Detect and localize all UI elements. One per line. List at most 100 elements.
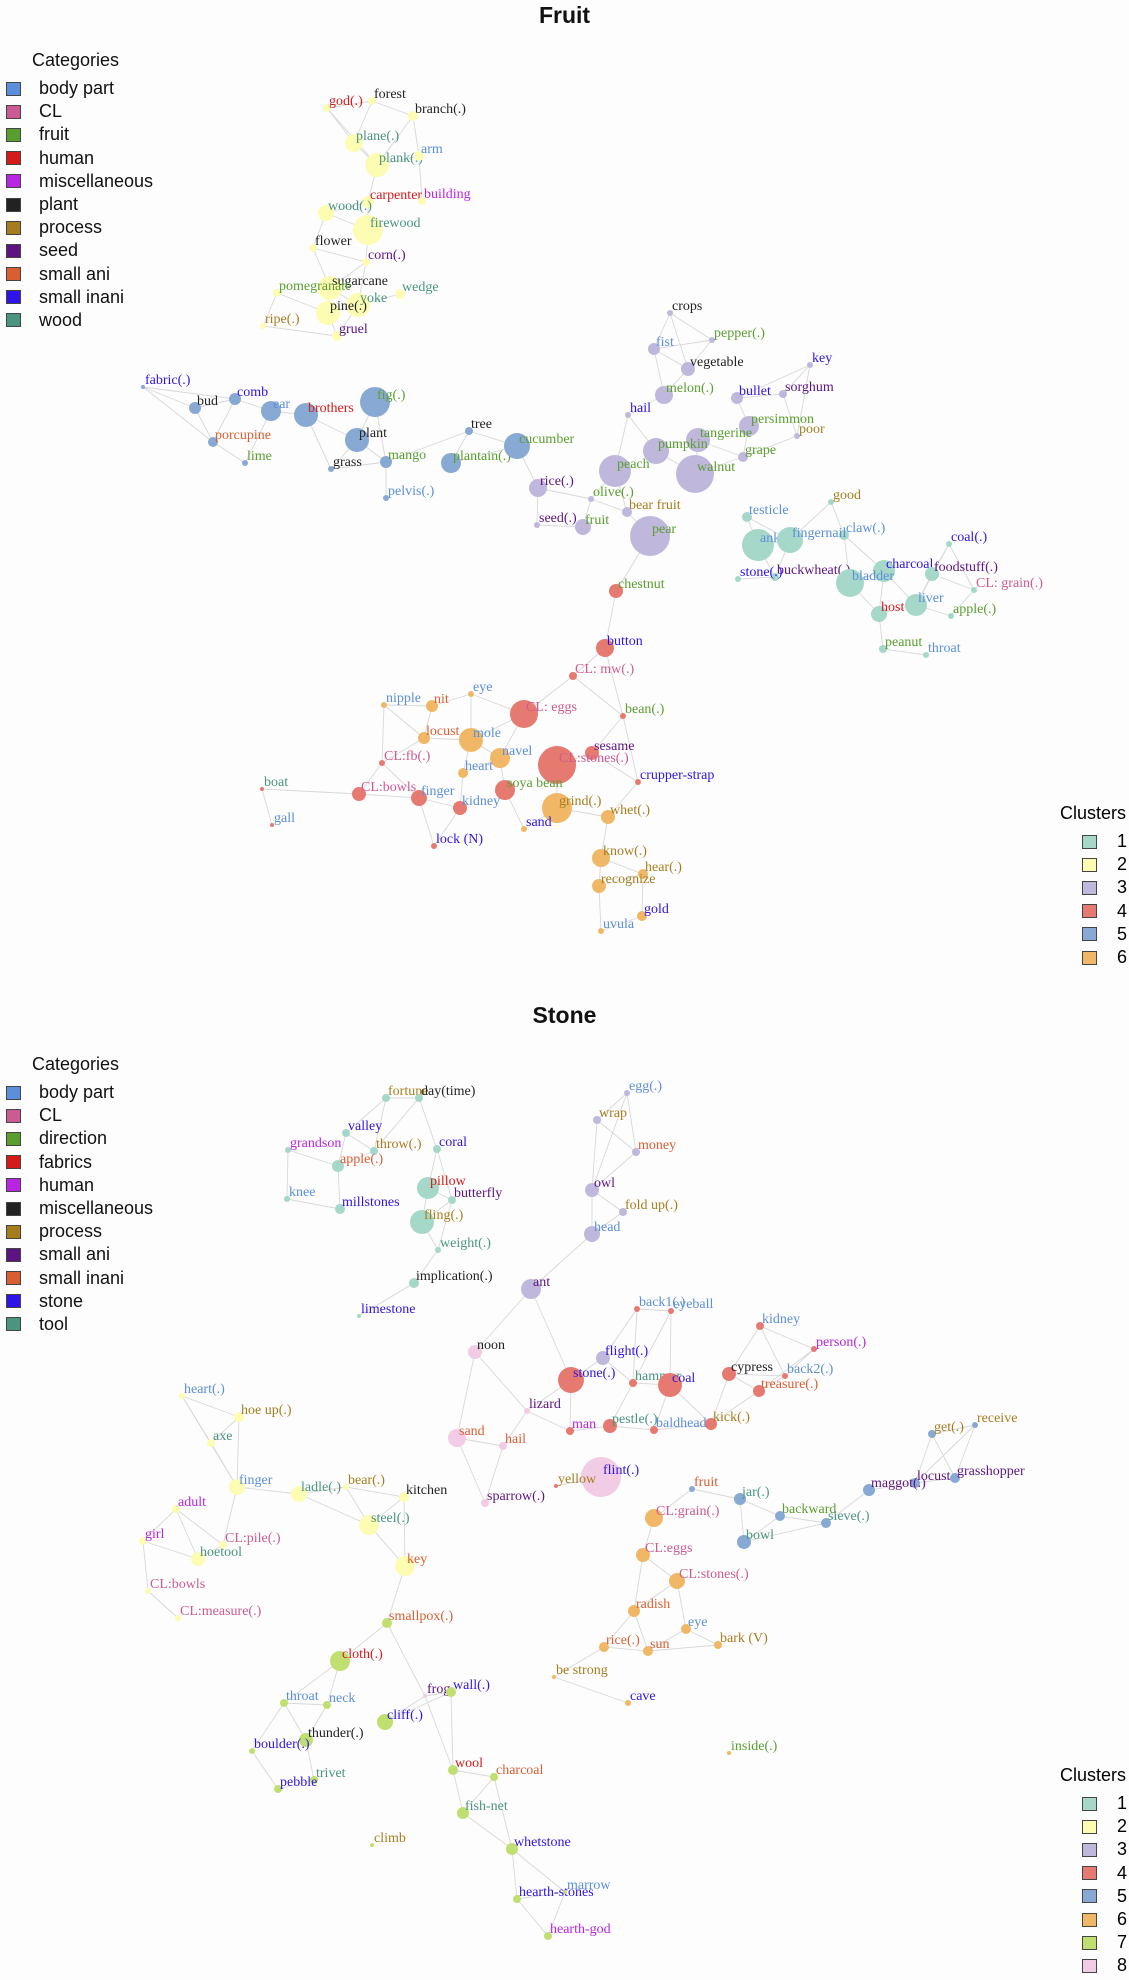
node-circle — [563, 1890, 567, 1894]
edge — [452, 1769, 464, 1814]
graph-node: pear — [630, 516, 676, 556]
node-circle — [753, 1385, 765, 1397]
graph-node: whet(.) — [601, 803, 650, 824]
node-circle — [414, 151, 424, 161]
node-label: ripe(.) — [265, 312, 300, 327]
edge — [493, 1776, 513, 1850]
graph-node: thunder(.) — [299, 1726, 364, 1747]
node-circle — [179, 1393, 185, 1399]
edge — [210, 1416, 240, 1444]
edge — [385, 430, 470, 463]
node-label: eye — [473, 680, 492, 695]
node-label: eye — [688, 1615, 707, 1630]
node-label: ladle(.) — [301, 1480, 341, 1495]
edge — [412, 115, 420, 157]
node-label: yoke — [360, 291, 387, 306]
graph-node: nipple — [381, 691, 421, 708]
node-circle — [739, 416, 759, 436]
edge — [742, 435, 798, 458]
edge — [337, 1165, 341, 1210]
edge — [287, 1149, 339, 1167]
edge — [236, 1486, 300, 1495]
graph-node: cave — [625, 1689, 656, 1706]
edge — [345, 1097, 387, 1134]
legend-label: 1 — [1116, 1793, 1127, 1814]
graph-node: CL:pile(.) — [219, 1531, 281, 1549]
edge — [312, 247, 367, 263]
node-label: sun — [650, 1637, 669, 1652]
legend-label: plant — [39, 194, 79, 215]
edge — [647, 1644, 719, 1652]
node-circle — [362, 258, 370, 266]
edge — [456, 1351, 476, 1439]
node-label: sugarcane — [332, 274, 388, 289]
node-label: adult — [178, 1495, 206, 1510]
edge — [381, 704, 385, 764]
graph-node: bear fruit — [622, 498, 681, 517]
graph-node: hoetool — [191, 1545, 242, 1566]
graph-node: stone(.) — [735, 565, 783, 582]
edge — [474, 1351, 528, 1412]
edge — [743, 1515, 781, 1543]
node-circle — [399, 1492, 409, 1502]
node-label: cave — [630, 1689, 656, 1704]
node-label: person(.) — [816, 1335, 866, 1350]
edge — [710, 1390, 760, 1425]
graph-node: bear(.) — [343, 1473, 385, 1490]
node-circle — [441, 453, 461, 473]
graph-node: corn(.) — [362, 248, 406, 266]
node-label: hail — [630, 401, 651, 416]
node-circle — [558, 1367, 584, 1393]
graph-node: marrow — [563, 1878, 611, 1894]
node-label: rice(.) — [540, 474, 574, 489]
legend-label: miscellaneous — [39, 1198, 154, 1219]
graph-node: ladle(.) — [291, 1480, 341, 1502]
node-circle — [727, 1751, 731, 1755]
node-label: buckwheat(.) — [777, 563, 851, 578]
edge — [604, 590, 617, 649]
node-circle — [345, 428, 369, 452]
node-circle — [585, 1183, 599, 1197]
node-circle — [599, 1642, 609, 1652]
node-label: peanut — [885, 635, 922, 650]
node-circle — [323, 1701, 331, 1709]
node-circle — [418, 732, 430, 744]
edge — [283, 1660, 341, 1704]
node-label: apple(.) — [953, 602, 996, 617]
node-label: axe — [213, 1429, 232, 1444]
graph-node: sieve(.) — [821, 1509, 870, 1528]
node-label: smallpox(.) — [389, 1609, 453, 1624]
edge — [210, 1442, 238, 1488]
graph-node: fold up(.) — [619, 1198, 678, 1216]
node-circle — [468, 691, 474, 697]
node-circle — [189, 402, 201, 414]
node-circle — [323, 104, 331, 112]
graph-node: boulder(.) — [249, 1737, 310, 1754]
node-circle — [782, 1373, 788, 1379]
node-circle — [950, 1473, 960, 1483]
graph-node: nit — [426, 692, 449, 712]
graph-node: axe — [207, 1429, 232, 1447]
graph-node: peach — [599, 455, 650, 487]
node-label: fruit — [694, 1475, 718, 1490]
graph-node: radish — [628, 1597, 670, 1617]
node-label: fish-net — [465, 1799, 508, 1814]
edge — [212, 398, 236, 443]
node-label: get(.) — [934, 1420, 964, 1435]
legend-title: Categories — [32, 50, 120, 70]
edge — [142, 1508, 177, 1542]
node-label: yellow — [558, 1472, 597, 1487]
graph-node: fruit — [575, 513, 609, 535]
node-label: key — [812, 351, 832, 366]
node-label: forest — [374, 87, 406, 102]
node-label: fabric(.) — [145, 373, 191, 388]
node-circle — [709, 337, 715, 343]
node-label: crops — [672, 299, 702, 314]
node-circle — [737, 1535, 751, 1549]
node-label: bowl — [746, 1528, 774, 1543]
node-label: hear(.) — [645, 860, 682, 875]
node-label: charcoal — [496, 1763, 544, 1778]
graph-node: pomegranate — [273, 279, 351, 297]
node-circle — [686, 428, 710, 452]
node-label: sand — [526, 815, 552, 830]
